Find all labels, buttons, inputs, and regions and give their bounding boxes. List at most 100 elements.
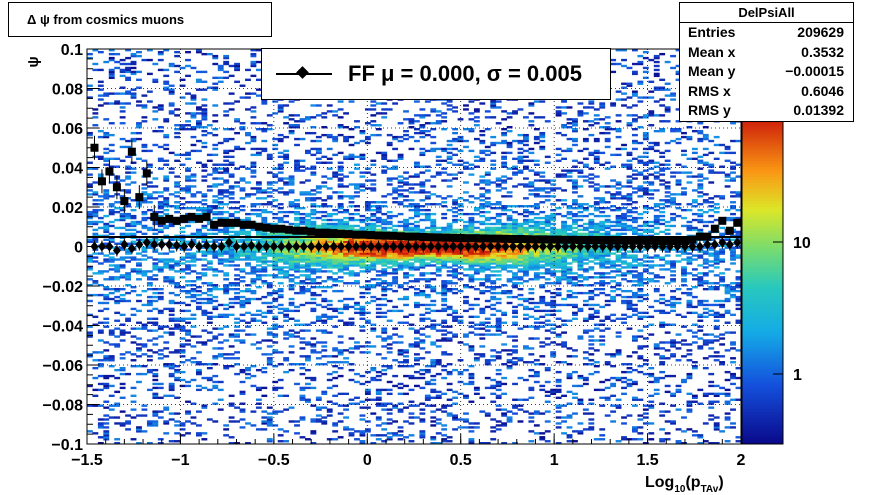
- heatmap-cell: [495, 388, 502, 392]
- heatmap-cell: [419, 434, 426, 437]
- heatmap-cell: [146, 278, 153, 281]
- heatmap-cell: [397, 335, 404, 338]
- heatmap-cell: [468, 307, 475, 311]
- heatmap-cell: [163, 80, 170, 83]
- heatmap-cell: [523, 398, 529, 401]
- heatmap-cell: [185, 329, 191, 332]
- heatmap-cell: [130, 60, 137, 64]
- heatmap-cell: [310, 337, 317, 340]
- heatmap-cell: [403, 220, 409, 224]
- heatmap-cell: [201, 224, 208, 228]
- heatmap-cell: [97, 418, 104, 421]
- heatmap-cell: [364, 428, 371, 431]
- heatmap-cell: [157, 230, 164, 234]
- heatmap-cell: [250, 248, 257, 251]
- heatmap-cell: [283, 337, 290, 340]
- heatmap-cell: [179, 187, 186, 190]
- heatmap-cell: [283, 333, 290, 336]
- heatmap-cell: [190, 96, 197, 99]
- heatmap-cell: [424, 295, 431, 299]
- heatmap-cell: [446, 414, 453, 417]
- heatmap-cell: [326, 195, 333, 198]
- heatmap-cell: [419, 228, 426, 232]
- heatmap-cell: [174, 270, 181, 273]
- heatmap-cell: [174, 181, 181, 184]
- heatmap-cell: [201, 363, 208, 366]
- heatmap-cell: [495, 258, 502, 261]
- heatmap-cell: [174, 64, 181, 68]
- heatmap-cell: [484, 289, 491, 293]
- heatmap-cell: [506, 129, 513, 133]
- heatmap-cell: [136, 372, 142, 376]
- heatmap-cell: [179, 256, 186, 259]
- heatmap-cell: [234, 216, 240, 220]
- heatmap-cell: [277, 295, 284, 299]
- heatmap-cell: [250, 319, 257, 322]
- heatmap-cell: [146, 301, 153, 305]
- heatmap-cell: [332, 222, 339, 226]
- heatmap-cell: [424, 396, 431, 399]
- heatmap-cell: [354, 341, 360, 344]
- heatmap-cell: [310, 173, 317, 176]
- heatmap-cell: [179, 234, 186, 238]
- heatmap-cell: [354, 274, 360, 277]
- heatmap-cell: [114, 100, 121, 103]
- heatmap-cell: [196, 208, 202, 212]
- heatmap-cell: [430, 361, 437, 364]
- heatmap-cell: [348, 197, 355, 200]
- heatmap-cell: [152, 392, 159, 396]
- heatmap-cell: [343, 195, 349, 198]
- heatmap-cell: [217, 203, 224, 206]
- heatmap-cell: [473, 287, 480, 291]
- heatmap-cell: [364, 284, 371, 287]
- heatmap-cell: [103, 193, 110, 196]
- heatmap-cell: [250, 116, 257, 119]
- heatmap-cell: [294, 163, 300, 166]
- heatmap-cell: [517, 297, 524, 301]
- heatmap-cell: [239, 408, 246, 411]
- heatmap-cell: [452, 147, 458, 151]
- heatmap-cell: [414, 226, 420, 230]
- heatmap-cell: [266, 153, 273, 157]
- heatmap-cell: [108, 220, 115, 224]
- heatmap-cell: [424, 250, 431, 253]
- heatmap-cell: [228, 187, 235, 190]
- heatmap-cell: [97, 226, 104, 230]
- heatmap-cell: [370, 173, 377, 176]
- heatmap-cell: [446, 100, 453, 103]
- heatmap-cell: [299, 396, 306, 399]
- heatmap-cell: [103, 226, 110, 230]
- heatmap-cell: [87, 167, 93, 170]
- heatmap-cell: [424, 254, 431, 257]
- heatmap-cell: [146, 208, 153, 212]
- heatmap-cell: [152, 372, 159, 376]
- heatmap-cell: [239, 341, 246, 344]
- heatmap-cell: [446, 331, 453, 334]
- heatmap-cell: [484, 228, 491, 232]
- heatmap-cell: [201, 165, 208, 168]
- heatmap-cell: [392, 280, 399, 283]
- heatmap-cell: [337, 335, 344, 338]
- heatmap-cell: [157, 258, 164, 261]
- heatmap-cell: [337, 250, 344, 253]
- heatmap-cell: [326, 222, 333, 226]
- heatmap-cell: [512, 165, 518, 168]
- heatmap-cell: [190, 143, 197, 147]
- heatmap-cell: [250, 49, 257, 52]
- heatmap-cell: [517, 260, 524, 263]
- heatmap-cell: [381, 268, 388, 271]
- heatmap-cell: [255, 214, 262, 218]
- heatmap-cell: [146, 284, 153, 287]
- heatmap-cell: [179, 203, 186, 206]
- heatmap-cell: [517, 226, 524, 230]
- heatmap-cell: [430, 325, 437, 328]
- heatmap-cell: [501, 414, 508, 417]
- heatmap-cell: [364, 287, 371, 291]
- heatmap-cell: [397, 258, 404, 261]
- heatmap-cell: [337, 185, 344, 188]
- heatmap-cell: [424, 317, 431, 320]
- heatmap-cell: [168, 394, 175, 398]
- heatmap-cell: [261, 282, 268, 285]
- heatmap-cell: [206, 297, 213, 301]
- heatmap-cell: [501, 139, 508, 143]
